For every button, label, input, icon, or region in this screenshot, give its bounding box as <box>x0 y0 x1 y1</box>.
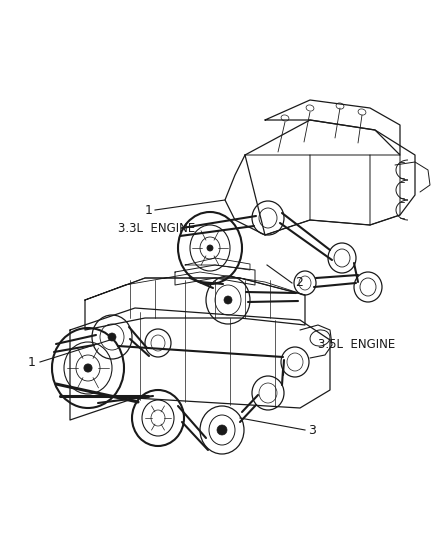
Ellipse shape <box>207 245 213 251</box>
Ellipse shape <box>217 425 227 435</box>
Text: 1: 1 <box>145 204 153 216</box>
Text: 1: 1 <box>28 356 36 368</box>
Ellipse shape <box>108 333 116 341</box>
Text: 3: 3 <box>308 424 316 437</box>
Text: 3.5L  ENGINE: 3.5L ENGINE <box>318 338 395 351</box>
Text: 2: 2 <box>295 277 303 289</box>
Text: 3.3L  ENGINE: 3.3L ENGINE <box>118 222 195 235</box>
Ellipse shape <box>84 364 92 372</box>
Ellipse shape <box>224 296 232 304</box>
